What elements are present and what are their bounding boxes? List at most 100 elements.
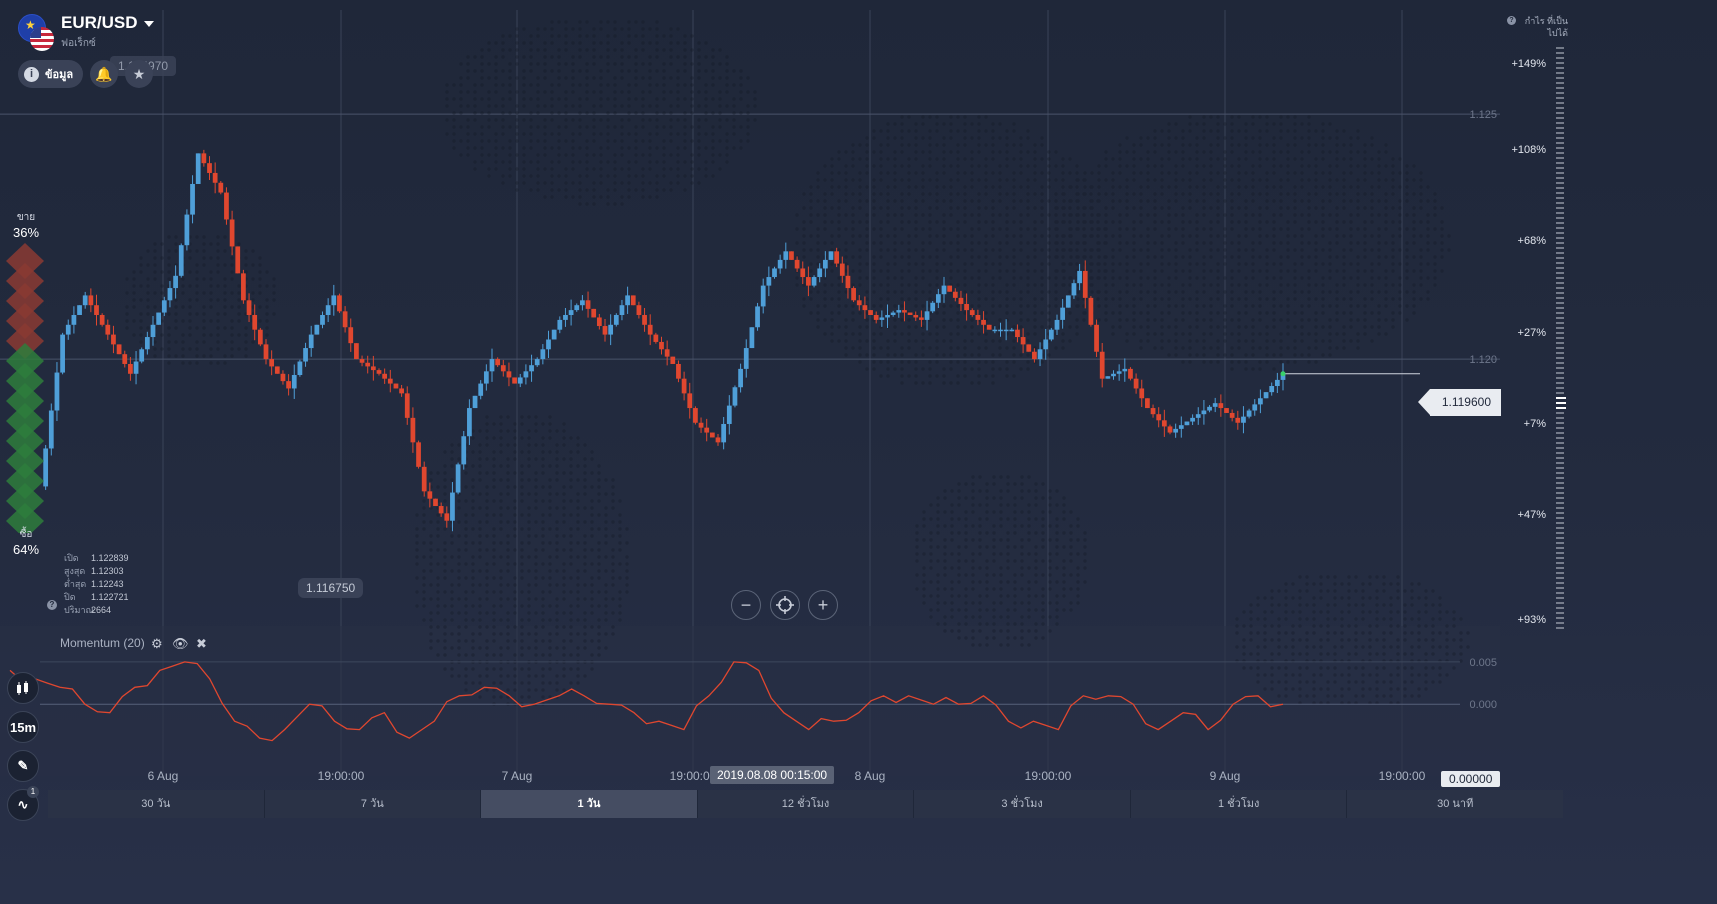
- indicator-panel: [0, 626, 1500, 776]
- candle: [512, 377, 517, 384]
- candle: [274, 366, 280, 374]
- current-price-tag: 1.119600: [1418, 389, 1501, 416]
- candle: [981, 319, 986, 325]
- tab-30-minutes[interactable]: 30 นาที: [1437, 798, 1474, 810]
- candle: [212, 172, 218, 183]
- candle: [760, 285, 766, 307]
- tab-3-hours[interactable]: 3 ชั่วโมง: [1001, 798, 1043, 810]
- chart-type-button[interactable]: [7, 672, 39, 704]
- candle: [1043, 339, 1049, 350]
- candle: [297, 361, 303, 375]
- eye-icon[interactable]: 👁: [172, 636, 189, 651]
- candle: [851, 288, 856, 301]
- candle: [568, 310, 574, 315]
- candle: [1218, 403, 1224, 409]
- tab-7-days[interactable]: 7 วัน: [360, 798, 384, 810]
- candle: [1020, 337, 1026, 345]
- candle: [1229, 412, 1235, 418]
- candle: [817, 268, 823, 278]
- candle: [772, 268, 777, 278]
- candle: [1122, 368, 1128, 372]
- candle: [133, 361, 139, 374]
- candle: [1032, 351, 1037, 360]
- sell-label: ขาย: [16, 212, 36, 223]
- candle: [1060, 307, 1066, 320]
- close-icon[interactable]: ✖: [196, 636, 207, 651]
- candle: [924, 311, 930, 320]
- star-icon[interactable]: ★: [125, 60, 153, 88]
- candle: [1201, 410, 1207, 415]
- candle: [82, 295, 88, 306]
- candle: [676, 363, 681, 379]
- candle: [88, 295, 94, 306]
- candle: [472, 395, 478, 409]
- candle: [286, 381, 291, 389]
- candle: [1195, 414, 1201, 418]
- candle: [715, 437, 721, 443]
- candle: [992, 329, 998, 332]
- candle: [721, 423, 727, 443]
- candle: [382, 373, 388, 379]
- candle: [636, 305, 642, 315]
- y-tick-label: 1.120: [1469, 354, 1497, 366]
- tab-30-days[interactable]: 30 วัน: [141, 798, 171, 810]
- zoom-out-button[interactable]: −: [731, 590, 761, 620]
- info-button[interactable]: i ข้อมูล: [18, 60, 84, 88]
- buy-label: ซื้อ: [19, 529, 33, 540]
- candle: [647, 324, 653, 335]
- candle: [975, 315, 981, 320]
- candle: [659, 341, 664, 350]
- tab-1-hour[interactable]: 1 ชั่วโมง: [1218, 798, 1260, 810]
- candle: [630, 295, 636, 306]
- drawing-tools-button[interactable]: ✎: [7, 750, 39, 782]
- candle: [128, 363, 133, 374]
- candle: [1088, 297, 1094, 325]
- candle: [1116, 371, 1122, 374]
- help-icon[interactable]: ?: [1507, 16, 1516, 25]
- candle: [54, 372, 60, 411]
- candle: [224, 192, 229, 220]
- tab-12-hours[interactable]: 12 ชั่วโมง: [781, 798, 830, 810]
- center-target-button[interactable]: [770, 590, 800, 620]
- profit-label: +93%: [1517, 614, 1546, 626]
- buy-percent: 64%: [12, 542, 40, 557]
- candle: [602, 326, 608, 335]
- sentiment-segment: [6, 503, 44, 533]
- zoom-in-button[interactable]: +: [808, 590, 838, 620]
- candle: [1082, 270, 1088, 298]
- timeframe-button[interactable]: 15m: [7, 711, 39, 743]
- candle: [161, 300, 167, 313]
- help-icon[interactable]: ?: [47, 600, 57, 610]
- candle: [495, 359, 501, 366]
- x-tick-label: 8 Aug: [855, 769, 886, 783]
- candle: [257, 329, 263, 345]
- asset-pair-title[interactable]: EUR/USD: [61, 13, 154, 33]
- candle: [105, 324, 111, 335]
- candle: [1048, 329, 1054, 340]
- candle: [834, 251, 840, 264]
- candle: [998, 329, 1003, 332]
- candle: [1167, 426, 1173, 433]
- sentiment-segment: [6, 303, 44, 339]
- tab-1-day[interactable]: 1 วัน: [481, 790, 697, 818]
- candle: [743, 348, 749, 369]
- candle: [1207, 406, 1212, 411]
- candle: [393, 383, 399, 389]
- gear-icon[interactable]: ⚙: [151, 636, 163, 651]
- candle: [822, 259, 828, 269]
- candle: [337, 295, 342, 312]
- candle: [252, 315, 258, 330]
- chevron-down-icon[interactable]: [143, 20, 154, 27]
- candle: [167, 288, 173, 301]
- candle: [890, 312, 896, 315]
- candle: [320, 315, 325, 325]
- candle: [1128, 368, 1133, 379]
- profit-scale-ticks: [1556, 47, 1566, 629]
- candle: [1145, 398, 1150, 409]
- candle: [800, 268, 806, 278]
- candle: [845, 275, 851, 289]
- candle: [557, 319, 563, 330]
- candle: [574, 305, 580, 311]
- candle: [1274, 379, 1280, 387]
